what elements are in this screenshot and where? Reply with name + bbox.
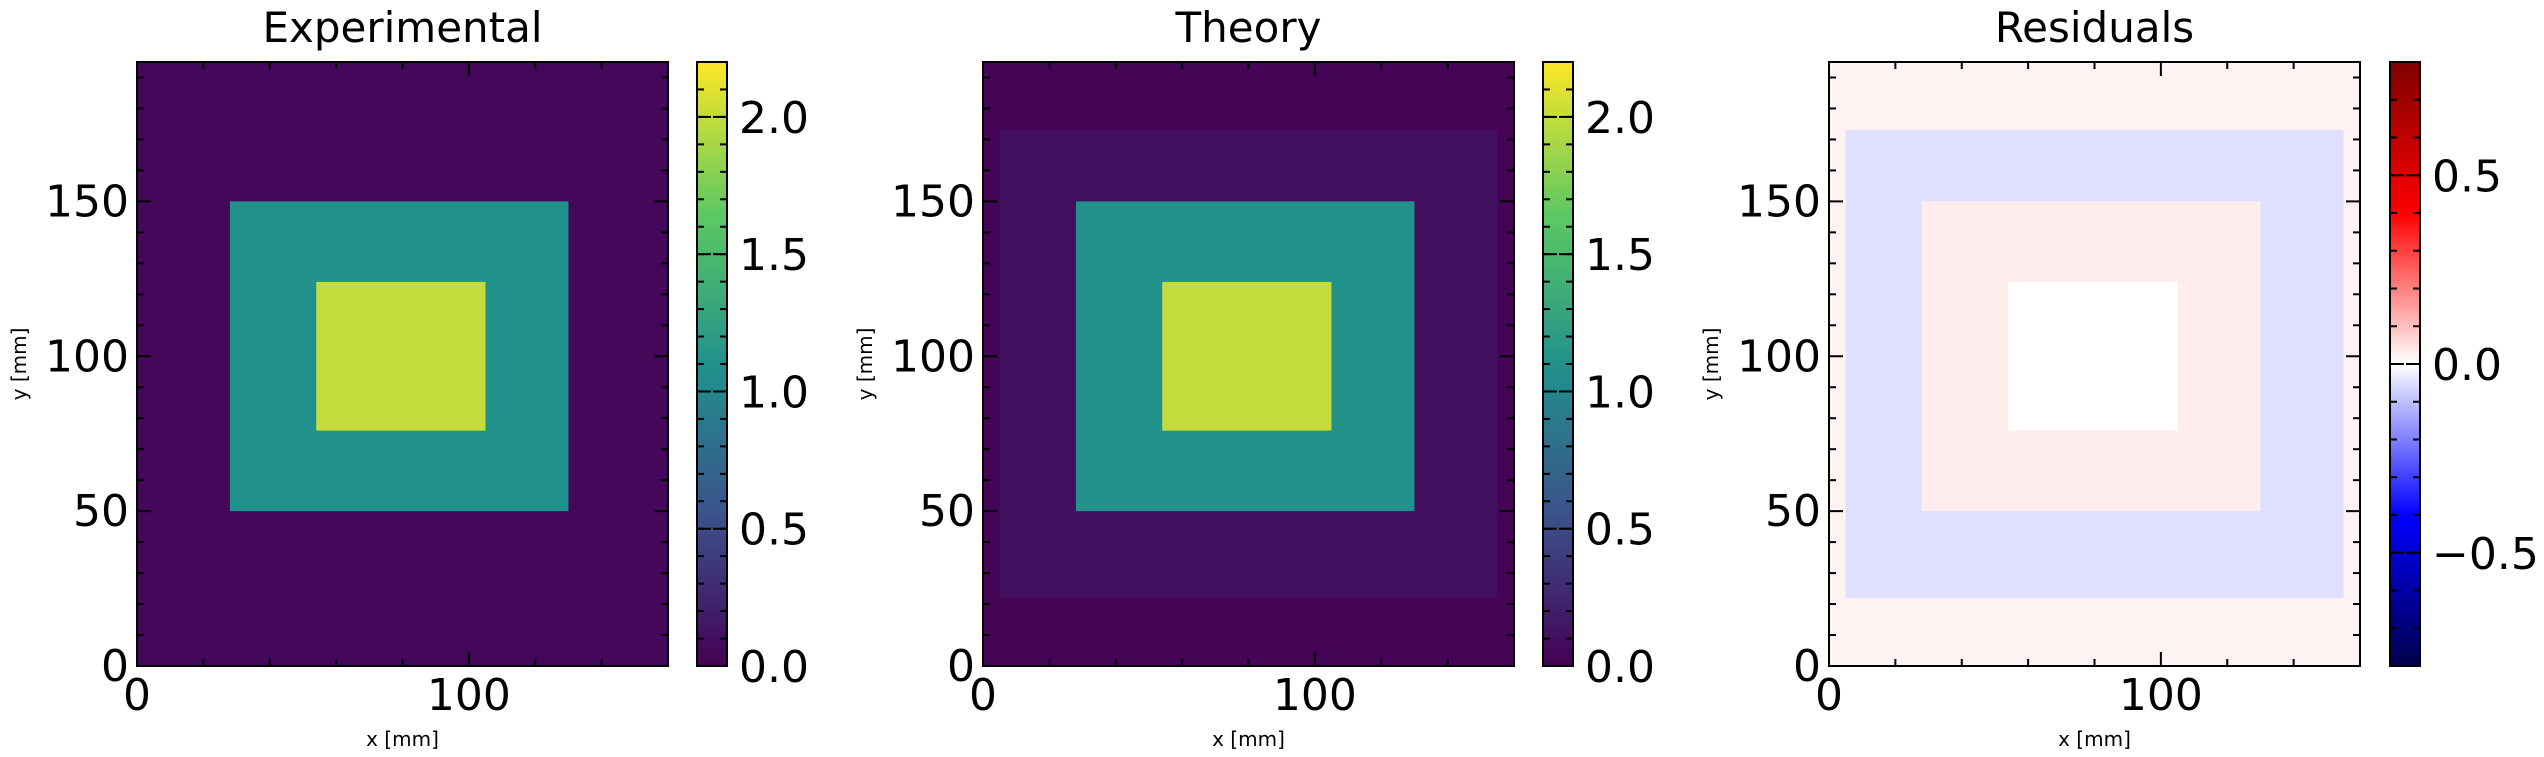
x-axis-label: x [mm] xyxy=(2058,727,2131,751)
heatmap-1 xyxy=(983,62,1514,666)
y-tick-label: 0 xyxy=(101,641,129,692)
colorbar-tick-label: 0.0 xyxy=(2432,340,2502,391)
y-tick-label: 50 xyxy=(73,486,129,537)
x-tick-label: 100 xyxy=(427,670,511,721)
y-tick-label: 150 xyxy=(45,176,129,227)
x-tick-label: 100 xyxy=(1273,670,1357,721)
x-axis-label: x [mm] xyxy=(1212,727,1285,751)
panel-1: 0 100 0 50 100 150 Theory x [mm] y [mm] 0.0 0.5 1.0… xyxy=(853,3,1655,751)
y-tick-label: 0 xyxy=(1793,641,1821,692)
x-axis-label: x [mm] xyxy=(366,727,439,751)
colorbar-tick-label: 0.5 xyxy=(2432,151,2502,202)
x-tick-label: 0 xyxy=(1815,670,1843,721)
y-axis-label: y [mm] xyxy=(853,328,877,401)
colorbar-tick-label: 0.5 xyxy=(1585,505,1655,556)
heatmap-region-3 xyxy=(2008,281,2178,431)
heatmap-region-3 xyxy=(1162,281,1332,431)
panel-2: 0 100 0 50 100 150 Residuals x [mm] y [mm] −0.5 0.… xyxy=(1699,3,2539,751)
y-tick-label: 100 xyxy=(891,331,975,382)
y-tick-label: 0 xyxy=(947,641,975,692)
y-tick-label: 50 xyxy=(1765,486,1821,537)
y-axis-label: y [mm] xyxy=(7,328,31,401)
heatmap-region-2 xyxy=(316,281,486,431)
chart-title: Theory xyxy=(1175,3,1322,52)
colorbar-tick-label: 2.0 xyxy=(739,93,809,144)
colorbar-tick-label: 0.0 xyxy=(739,642,809,693)
colorbar-tick-label: 2.0 xyxy=(1585,93,1655,144)
y-tick-label: 50 xyxy=(919,486,975,537)
y-tick-label: 150 xyxy=(1737,176,1821,227)
x-tick-label: 0 xyxy=(123,670,151,721)
y-tick-label: 150 xyxy=(891,176,975,227)
x-tick-label: 100 xyxy=(2119,670,2203,721)
y-axis-label: y [mm] xyxy=(1699,328,1723,401)
colorbar-tick-label: 1.0 xyxy=(1585,367,1655,418)
colorbar-tick-label: 1.5 xyxy=(739,230,809,281)
x-tick-label: 0 xyxy=(969,670,997,721)
colorbar-tick-label: 0.5 xyxy=(739,505,809,556)
y-tick-label: 100 xyxy=(1737,331,1821,382)
chart-title: Experimental xyxy=(262,3,542,52)
y-tick-label: 100 xyxy=(45,331,129,382)
colorbar-tick-label: −0.5 xyxy=(2432,529,2539,580)
colorbar-tick-label: 0.0 xyxy=(1585,642,1655,693)
heatmap-2 xyxy=(1829,62,2360,666)
colorbar-tick-label: 1.5 xyxy=(1585,230,1655,281)
panel-0: 0 100 0 50 100 150 Experimental x [mm] y [mm] 0.0… xyxy=(7,3,809,751)
colorbar-tick-label: 1.0 xyxy=(739,367,809,418)
heatmap-0 xyxy=(137,62,668,666)
chart-title: Residuals xyxy=(1995,3,2194,52)
